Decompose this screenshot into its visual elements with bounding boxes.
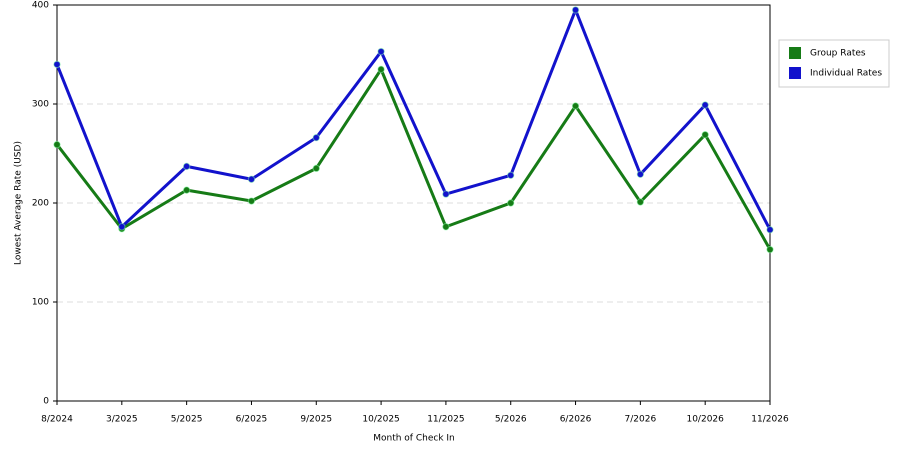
point (442, 223, 450, 231)
point (636, 198, 645, 206)
point (118, 223, 126, 231)
legend-label: Individual Rates (810, 69, 882, 79)
point (701, 101, 709, 109)
x-tick-label: 10/2026 (686, 415, 724, 425)
point (377, 65, 385, 74)
x-tick-label: 5/2026 (495, 415, 527, 425)
x-tick-label: 7/2026 (625, 415, 657, 425)
point (247, 175, 256, 183)
series-line (55, 67, 772, 251)
point (766, 245, 774, 254)
legend-label: Group Rates (810, 49, 866, 59)
point (53, 60, 61, 69)
x-tick-label: 8/2024 (41, 415, 73, 425)
point (636, 170, 645, 178)
point (571, 102, 580, 110)
point (182, 186, 191, 194)
y-tick-label: 0 (43, 397, 49, 407)
point (507, 171, 515, 179)
y-axis-label: Lowest Average Rate (USD) (14, 141, 24, 265)
x-tick-label: 10/2025 (362, 415, 399, 425)
point (571, 6, 580, 14)
y-tick-label: 100 (32, 298, 49, 308)
point (442, 190, 450, 198)
x-axis-label: Month of Check In (373, 434, 455, 444)
x-tick-label: 6/2025 (236, 415, 268, 425)
point (182, 162, 191, 171)
x-tick-label: 5/2025 (171, 415, 203, 425)
x-tick-label: 3/2025 (106, 415, 138, 425)
point (53, 140, 61, 149)
point (507, 199, 515, 207)
x-tick-label: 9/2025 (300, 415, 332, 425)
plot-frame (56, 4, 771, 402)
point (312, 133, 320, 142)
series-line (55, 8, 772, 231)
x-tick-label: 6/2026 (560, 415, 592, 425)
y-tick-label: 400 (32, 1, 49, 11)
legend-swatch (789, 67, 801, 79)
point (312, 164, 320, 173)
legend-swatch (789, 47, 801, 59)
y-tick-label: 200 (32, 199, 49, 209)
point (377, 47, 385, 56)
x-tick-label: 11/2025 (427, 415, 464, 425)
point (701, 130, 709, 139)
point (766, 226, 774, 234)
x-tick-label: 11/2026 (751, 415, 789, 425)
point (247, 197, 256, 205)
y-tick-label: 300 (32, 100, 49, 110)
